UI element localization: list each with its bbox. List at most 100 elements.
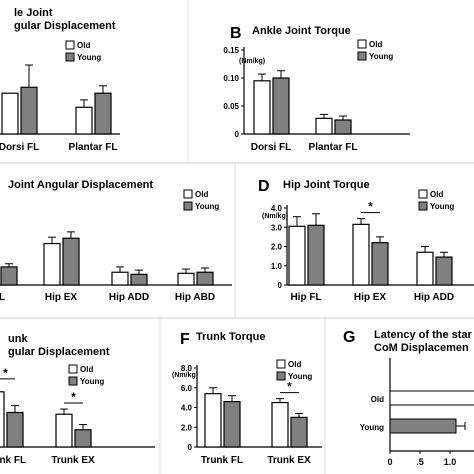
panel-title: le Joint	[14, 7, 53, 19]
panel-letter: F	[180, 331, 190, 348]
bar-young	[223, 400, 241, 448]
bar-old	[75, 106, 93, 135]
bar-young	[272, 77, 290, 135]
bar-young	[334, 119, 352, 135]
legend-swatch-young	[357, 51, 367, 61]
legend-swatch-old	[183, 189, 193, 199]
y-tick-label: 0	[235, 130, 240, 139]
bar-young	[94, 92, 112, 135]
y-tick-label: 0	[188, 443, 193, 452]
category-label: Hip ADD	[109, 292, 149, 303]
bar-young	[389, 418, 457, 434]
bar-old	[288, 225, 306, 286]
category-label: Dorsi FL	[251, 142, 292, 153]
panel-letter: B	[230, 25, 242, 42]
y-tick-label: 0.05	[223, 102, 239, 111]
legend-swatch-old	[357, 39, 367, 49]
bar-old	[1, 92, 19, 135]
y-tick-label: 4.0	[181, 404, 193, 413]
bar-old	[315, 117, 333, 135]
legend-swatch-old	[65, 40, 75, 50]
bar-old	[111, 271, 129, 286]
bar-old	[352, 223, 370, 286]
legend-label: Young	[288, 372, 312, 381]
x-tick-label: 0	[387, 457, 392, 467]
bar-old	[253, 80, 271, 135]
bar-old	[0, 391, 5, 448]
significance-star: *	[287, 380, 292, 394]
panel-title: Joint Angular Displacement	[8, 179, 153, 191]
significance-star: *	[368, 200, 373, 214]
bar-young	[196, 271, 214, 286]
legend-swatch-old	[276, 359, 286, 369]
legend-label: Old	[77, 41, 90, 50]
y-axis-label: (Nm/kg)	[262, 213, 288, 220]
category-label: Trunk EX	[51, 455, 95, 466]
significance-star: *	[3, 366, 8, 380]
bar-old	[389, 390, 474, 406]
y-tick-label: 0.15	[223, 46, 239, 55]
panel-title: unk	[8, 333, 28, 345]
category-label: Hip EX	[45, 292, 78, 303]
significance-star: *	[71, 390, 76, 404]
x-tick-label: 1.0	[444, 457, 457, 467]
category-label: Hip FL	[290, 292, 321, 303]
y-tick-label: 8.0	[181, 364, 193, 373]
panel-title: Hip Joint Torque	[283, 179, 370, 191]
y-tick-label: 0	[278, 281, 283, 290]
bar-young	[371, 242, 389, 286]
panel-title: gular Displacement	[8, 346, 110, 358]
category-label: Young	[360, 423, 384, 432]
bar-old	[204, 393, 222, 448]
legend-swatch-young	[418, 201, 428, 211]
bar-young	[435, 256, 453, 286]
y-tick-label: 1.0	[271, 262, 283, 271]
category-label: FL	[0, 292, 5, 303]
category-label: Trunk EX	[267, 455, 311, 466]
bar-old	[43, 242, 61, 286]
category-label: Hip ABD	[175, 292, 215, 303]
legend-label: Young	[80, 377, 104, 386]
category-label: Plantar FL	[69, 142, 118, 153]
y-tick-label: 6.0	[181, 384, 193, 393]
y-tick-label: 2.0	[271, 243, 283, 252]
panel-title: Trunk Torque	[196, 331, 265, 343]
bar-young	[62, 237, 80, 286]
bar-young	[290, 416, 308, 448]
legend-label: Old	[369, 40, 382, 49]
panel-title: Latency of the star	[374, 329, 473, 341]
legend-label: Old	[430, 190, 443, 199]
panel-letter: G	[343, 329, 355, 346]
bar-old	[271, 401, 289, 448]
y-tick-label: 4.0	[271, 204, 283, 213]
panel-letter: D	[258, 178, 270, 195]
bar-young	[307, 224, 325, 286]
bar-young	[6, 411, 24, 448]
y-axis-label: (Nm/kg)	[172, 372, 198, 379]
legend-swatch-young	[68, 376, 78, 386]
category-label: Hip EX	[354, 292, 387, 303]
legend-label: Old	[80, 365, 93, 374]
legend-label: Young	[369, 52, 393, 61]
legend-label: Old	[195, 190, 208, 199]
x-tick-label: .5	[416, 457, 424, 467]
legend-swatch-old	[68, 364, 78, 374]
legend-swatch-young	[276, 371, 286, 381]
bar-young	[20, 86, 38, 135]
panel-title: CoM Displacemen	[374, 342, 469, 354]
y-tick-label: 3.0	[271, 223, 283, 232]
bar-young	[0, 266, 18, 286]
bar-old	[177, 272, 195, 286]
legend-label: Young	[77, 53, 101, 62]
category-label: Plantar FL	[309, 142, 358, 153]
legend-label: Old	[288, 360, 301, 369]
bar-old	[55, 413, 73, 448]
legend-swatch-old	[418, 189, 428, 199]
bar-young	[74, 429, 92, 448]
legend-swatch-young	[183, 201, 193, 211]
legend-label: Young	[195, 202, 219, 211]
category-label: Dorsi FL	[0, 142, 39, 153]
panel-title: gular Displacement	[14, 20, 116, 32]
y-tick-label: 0.10	[223, 74, 239, 83]
